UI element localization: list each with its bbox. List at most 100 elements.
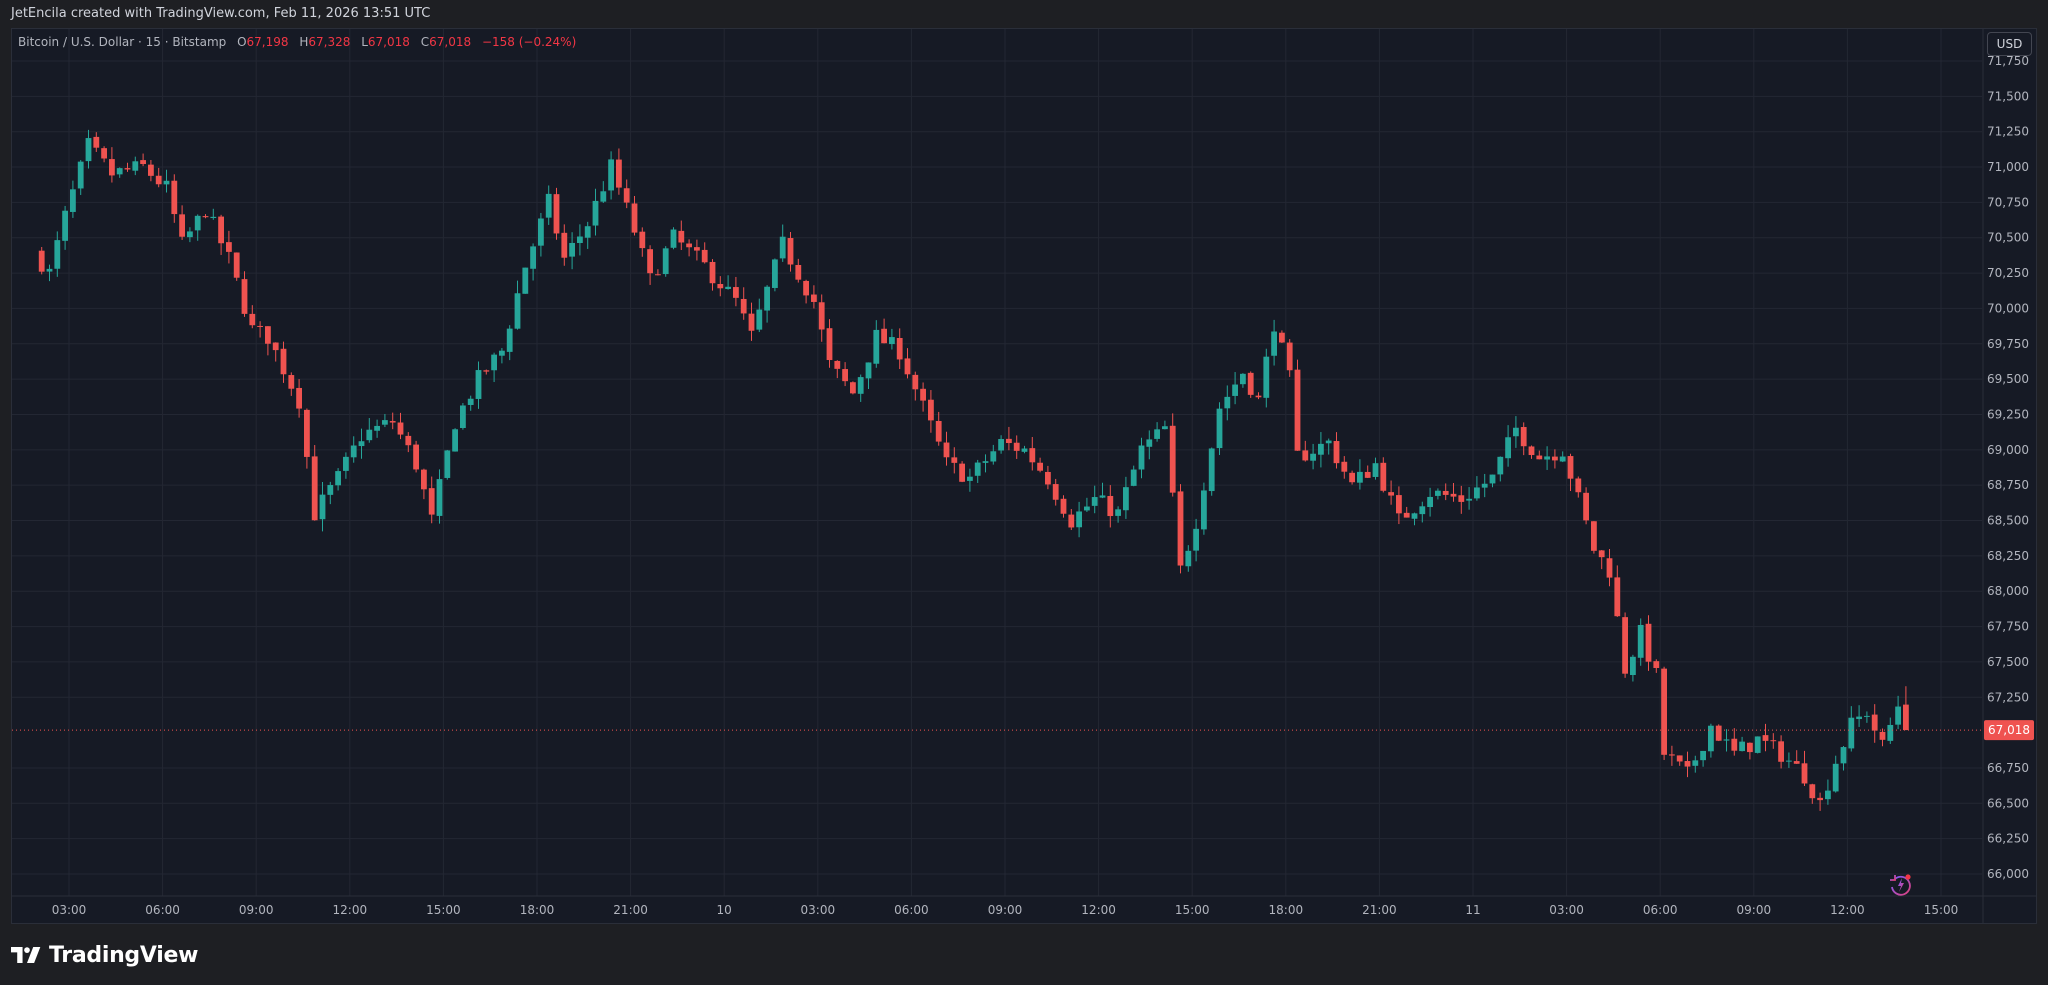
candle-body: [288, 375, 295, 389]
candle-body: [1653, 661, 1660, 668]
price-tick-label: 66,750: [1987, 761, 2029, 775]
candle-body: [382, 420, 388, 425]
candle-body: [912, 374, 919, 390]
currency-button[interactable]: USD: [1987, 32, 2032, 56]
candle-body: [343, 456, 349, 471]
candle-body: [1559, 456, 1566, 462]
candle-body: [701, 249, 708, 263]
candle-body: [1045, 471, 1051, 485]
candle-body: [974, 462, 981, 476]
candle-body: [1474, 487, 1480, 499]
price-tick-label: 68,500: [1987, 514, 2029, 528]
chart-frame[interactable]: [11, 28, 2037, 924]
candle-body: [1762, 735, 1769, 741]
candle-body: [1567, 456, 1574, 479]
candle-body: [1614, 577, 1621, 617]
candle-body: [787, 238, 794, 265]
candle-body: [1263, 356, 1270, 398]
price-tick-label: 67,750: [1987, 620, 2029, 634]
candle-body: [85, 138, 92, 162]
candle-body: [1372, 463, 1379, 477]
price-tick-label: 71,000: [1987, 160, 2029, 174]
price-tick-label: 66,000: [1987, 867, 2029, 881]
candle-body: [561, 232, 568, 258]
time-tick-label: 09:00: [1737, 903, 1772, 917]
candle-body: [1793, 761, 1800, 764]
candle-body: [265, 326, 271, 344]
candle-body: [1021, 448, 1028, 452]
last-price-label: 67,018: [1988, 723, 2030, 737]
candle-body: [1481, 483, 1488, 488]
candle-body: [124, 168, 131, 170]
candle-body: [514, 293, 521, 329]
time-tick-label: 09:00: [239, 903, 274, 917]
candle-body: [1146, 439, 1153, 447]
candle-body: [1871, 714, 1878, 731]
candle-body: [959, 463, 965, 482]
candle-body: [779, 236, 786, 259]
candle-body: [1208, 448, 1215, 492]
candle-body: [1700, 750, 1706, 761]
candle-body: [1341, 461, 1348, 472]
candle-body: [62, 210, 68, 241]
candle-body: [257, 325, 263, 327]
candle-body: [1856, 716, 1862, 720]
high-value: 67,328: [308, 35, 351, 49]
candle-body: [194, 215, 201, 231]
candle-body: [1840, 747, 1847, 764]
candle-body: [506, 328, 513, 352]
candle-body: [1591, 521, 1597, 551]
candle-body: [1115, 509, 1121, 516]
low-label: L: [361, 35, 368, 49]
candle-body: [1247, 372, 1254, 395]
change-value: −158 (−0.24%): [481, 35, 577, 49]
candle-body: [327, 485, 334, 495]
candle-body: [943, 442, 950, 458]
price-tick-label: 71,750: [1987, 54, 2029, 68]
candle-body: [600, 191, 607, 202]
candle-body: [1770, 740, 1777, 742]
candle-body: [428, 488, 435, 515]
candle-body: [1497, 456, 1504, 475]
candle-body: [1778, 741, 1784, 762]
close-value: 67,018: [429, 35, 472, 49]
candle-body: [1583, 492, 1589, 521]
candle-body: [1349, 472, 1355, 483]
candle-body: [1552, 456, 1558, 461]
candle-body: [1177, 491, 1184, 566]
candle-body: [1060, 498, 1067, 514]
candle-body: [592, 200, 599, 226]
candle-body: [1887, 724, 1894, 741]
candle-body: [1154, 429, 1160, 439]
candle-body: [1708, 725, 1714, 752]
candle-body: [1622, 617, 1628, 674]
time-tick-label: 15:00: [426, 903, 461, 917]
candle-body: [1801, 763, 1808, 784]
candle-body: [522, 267, 529, 294]
time-tick-label: 12:00: [1081, 903, 1116, 917]
candle-body: [132, 161, 139, 171]
candle-body: [452, 429, 458, 452]
candle-body: [655, 274, 661, 276]
candle-body: [1216, 408, 1223, 449]
candle-body: [748, 313, 755, 331]
candle-body: [678, 230, 685, 243]
candle-body: [1084, 506, 1090, 511]
candle-body: [38, 250, 45, 272]
candle-body: [1505, 437, 1511, 459]
candle-body: [1435, 490, 1441, 496]
candle-body: [1427, 496, 1433, 508]
price-tick-label: 70,500: [1987, 231, 2029, 245]
price-tick-label: 71,500: [1987, 89, 2029, 103]
time-tick-label: 15:00: [1924, 903, 1959, 917]
tradingview-logo[interactable]: TradingView: [11, 942, 198, 968]
candle-body: [662, 248, 669, 275]
tradingview-brand-text: TradingView: [49, 942, 199, 968]
candle-body: [647, 249, 653, 274]
price-tick-label: 66,250: [1987, 832, 2029, 846]
time-tick-label: 03:00: [52, 903, 87, 917]
last-price-tag: [1984, 720, 2034, 741]
replay-lightning-icon[interactable]: [1888, 872, 1914, 898]
candle-body: [93, 136, 100, 148]
